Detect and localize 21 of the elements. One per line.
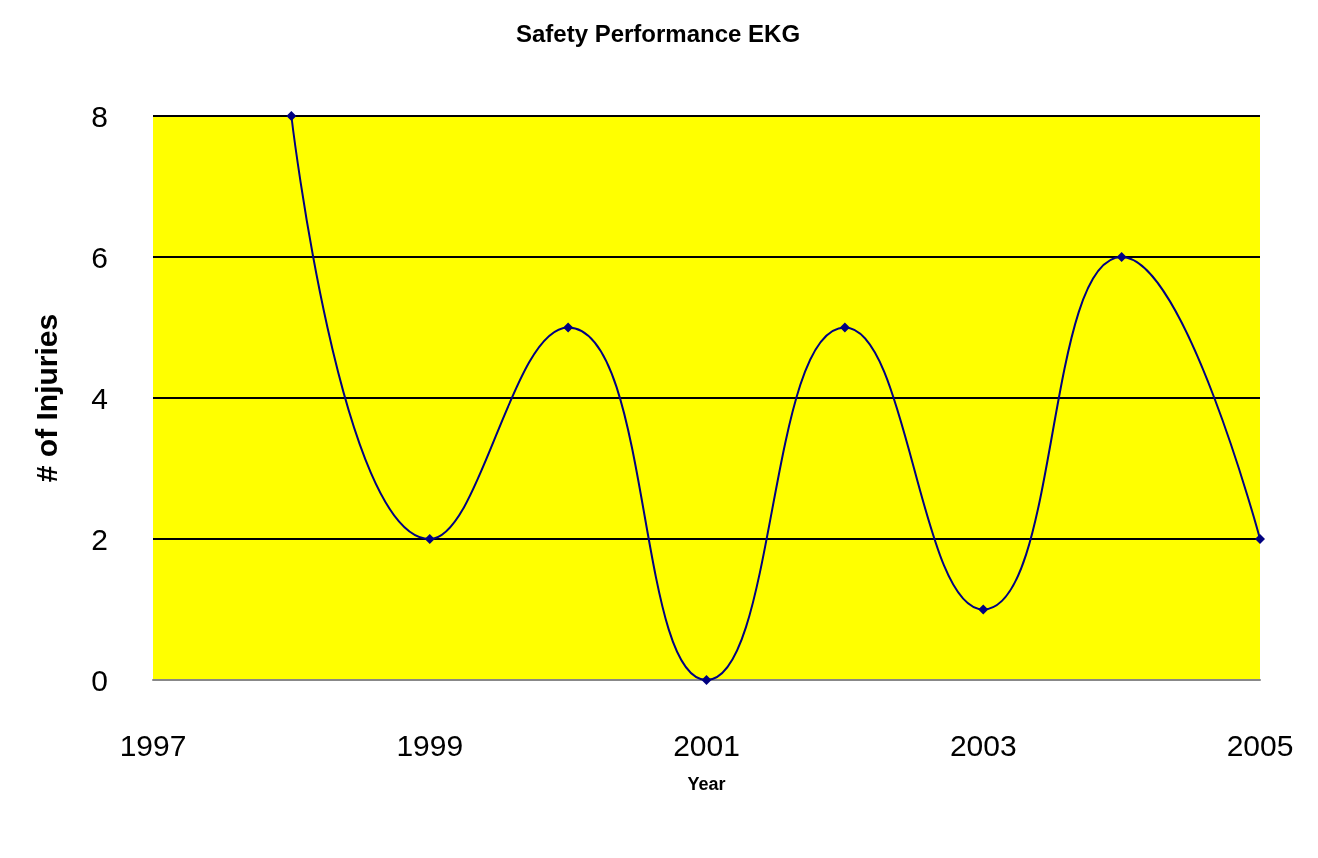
point bbox=[839, 322, 850, 333]
point bbox=[701, 675, 712, 685]
point bbox=[424, 534, 435, 544]
y-tick-label: 8 bbox=[91, 99, 108, 133]
x-tick-label: 2003 bbox=[949, 728, 1017, 762]
x-tick-label: 2005 bbox=[1226, 728, 1294, 762]
y-tick-label: 6 bbox=[91, 240, 108, 274]
y-tick-label: 4 bbox=[91, 381, 108, 415]
point bbox=[1255, 534, 1265, 544]
x-tick-label: 1997 bbox=[119, 728, 187, 762]
x-tick-label: 2001 bbox=[673, 728, 740, 762]
chart-title: Safety Performance EKG bbox=[515, 19, 801, 47]
y-axis-title: # of Injuries bbox=[29, 313, 63, 483]
x-axis-title: Year bbox=[687, 774, 726, 794]
y-tick-label: 0 bbox=[91, 663, 108, 697]
point bbox=[286, 111, 297, 121]
point bbox=[1116, 252, 1127, 262]
x-tick-label: 1999 bbox=[396, 728, 464, 762]
point bbox=[563, 322, 574, 333]
y-tick-label: 2 bbox=[91, 522, 108, 556]
point bbox=[978, 604, 989, 615]
